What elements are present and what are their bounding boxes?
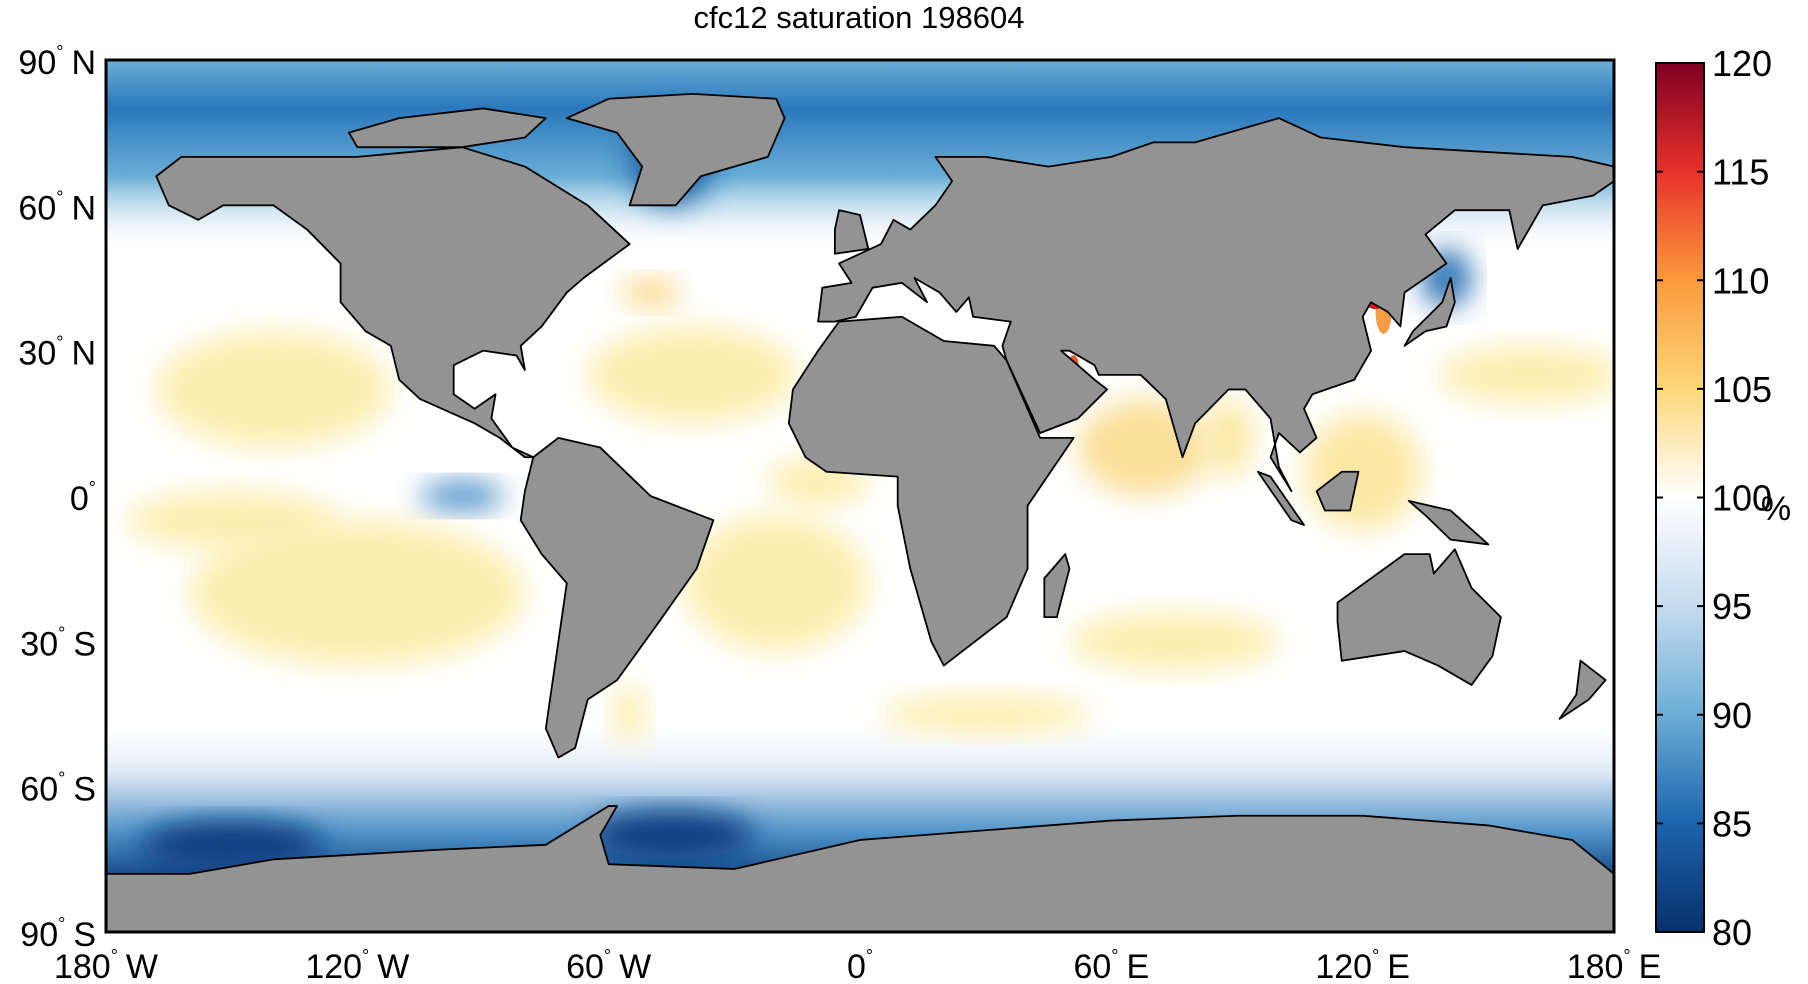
y-tick-label: 0°: [70, 478, 96, 518]
saturation-anomaly-patch: [1438, 345, 1614, 404]
saturation-anomaly-patch: [612, 684, 647, 744]
saturation-anomaly-patch: [156, 331, 391, 448]
colorbar-tick-label: 115: [1712, 152, 1769, 193]
land-japan: [1403, 277, 1456, 347]
land-north-america: [155, 146, 631, 459]
colorbar-tick-label: 95: [1712, 586, 1752, 627]
x-axis-ticks: 180° W 120° W 60° W 0° 60° E 120° E 180° E: [54, 946, 1661, 984]
colorbar: 80 85 90 95 100 105 110 115 120 %: [1655, 43, 1791, 953]
x-tick-label: 180° E: [1567, 946, 1662, 984]
colorbar-tick-label: 85: [1712, 803, 1752, 844]
land-new-zealand: [1558, 659, 1607, 720]
land-madagascar: [1043, 553, 1071, 619]
y-tick-label: 90° N: [18, 42, 96, 82]
y-tick-label: 30° S: [20, 623, 96, 663]
land-south-america: [519, 436, 715, 759]
land-antarctica: [106, 805, 1614, 932]
land-scandinavia-gap-uk: [833, 209, 870, 255]
saturation-anomaly-patch: [189, 520, 525, 666]
saturation-anomaly-patch: [1304, 413, 1422, 530]
saturation-anomaly-patch: [126, 491, 337, 550]
x-tick-label: 180° W: [54, 946, 158, 984]
land-australia: [1336, 548, 1502, 686]
land-eurasia: [817, 117, 1614, 493]
x-tick-label: 60° W: [566, 946, 651, 984]
map-plot-area: [106, 60, 1614, 932]
y-tick-label: 90° S: [20, 914, 96, 954]
x-tick-label: 0°: [847, 946, 873, 984]
x-tick-label: 60° E: [1073, 946, 1149, 984]
saturation-anomaly-patch: [880, 694, 1091, 734]
x-tick-label: 120° E: [1315, 946, 1410, 984]
saturation-anomaly-patch: [1069, 612, 1279, 671]
colorbar-gradient: [1655, 62, 1705, 933]
colorbar-unit-label: %: [1761, 490, 1791, 528]
saturation-anomaly-patch: [420, 481, 504, 511]
y-tick-label: 60° S: [20, 769, 96, 809]
saturation-anomaly-patch: [587, 326, 798, 424]
saturation-anomaly-patch: [1203, 399, 1254, 477]
colorbar-tick-label: 100: [1712, 478, 1772, 519]
chart-title: cfc12 saturation 198604: [694, 0, 1025, 35]
saturation-anomaly-patch: [139, 820, 324, 870]
land-canadian-archipelago: [348, 107, 547, 149]
y-tick-label: 30° N: [18, 333, 96, 373]
land-africa: [787, 315, 1075, 667]
land-new-guinea: [1407, 499, 1490, 546]
saturation-anomaly-patch: [587, 810, 756, 860]
colorbar-tick-label: 80: [1712, 912, 1752, 953]
y-tick-label: 60° N: [18, 187, 96, 227]
plot-frame: [104, 58, 1616, 934]
colorbar-tick-label: 90: [1712, 695, 1752, 736]
land-borneo: [1315, 470, 1360, 512]
land-greenland: [565, 93, 786, 207]
y-axis-ticks: 90° N 60° N 30° N 0° 30° S 60° S 90° S: [18, 42, 96, 954]
colorbar-tick-label: 120: [1712, 43, 1772, 84]
land-masses: [106, 93, 1614, 932]
saturation-anomaly-patch: [621, 278, 680, 308]
saturation-anomaly-patch: [684, 515, 869, 652]
colorbar-tick-label: 105: [1712, 369, 1772, 410]
colorbar-ticks: 80 85 90 95 100 105 110 115 120: [1656, 43, 1772, 953]
land-sumatra: [1257, 470, 1305, 526]
x-tick-label: 120° W: [305, 946, 409, 984]
colorbar-tick-label: 110: [1712, 260, 1769, 301]
